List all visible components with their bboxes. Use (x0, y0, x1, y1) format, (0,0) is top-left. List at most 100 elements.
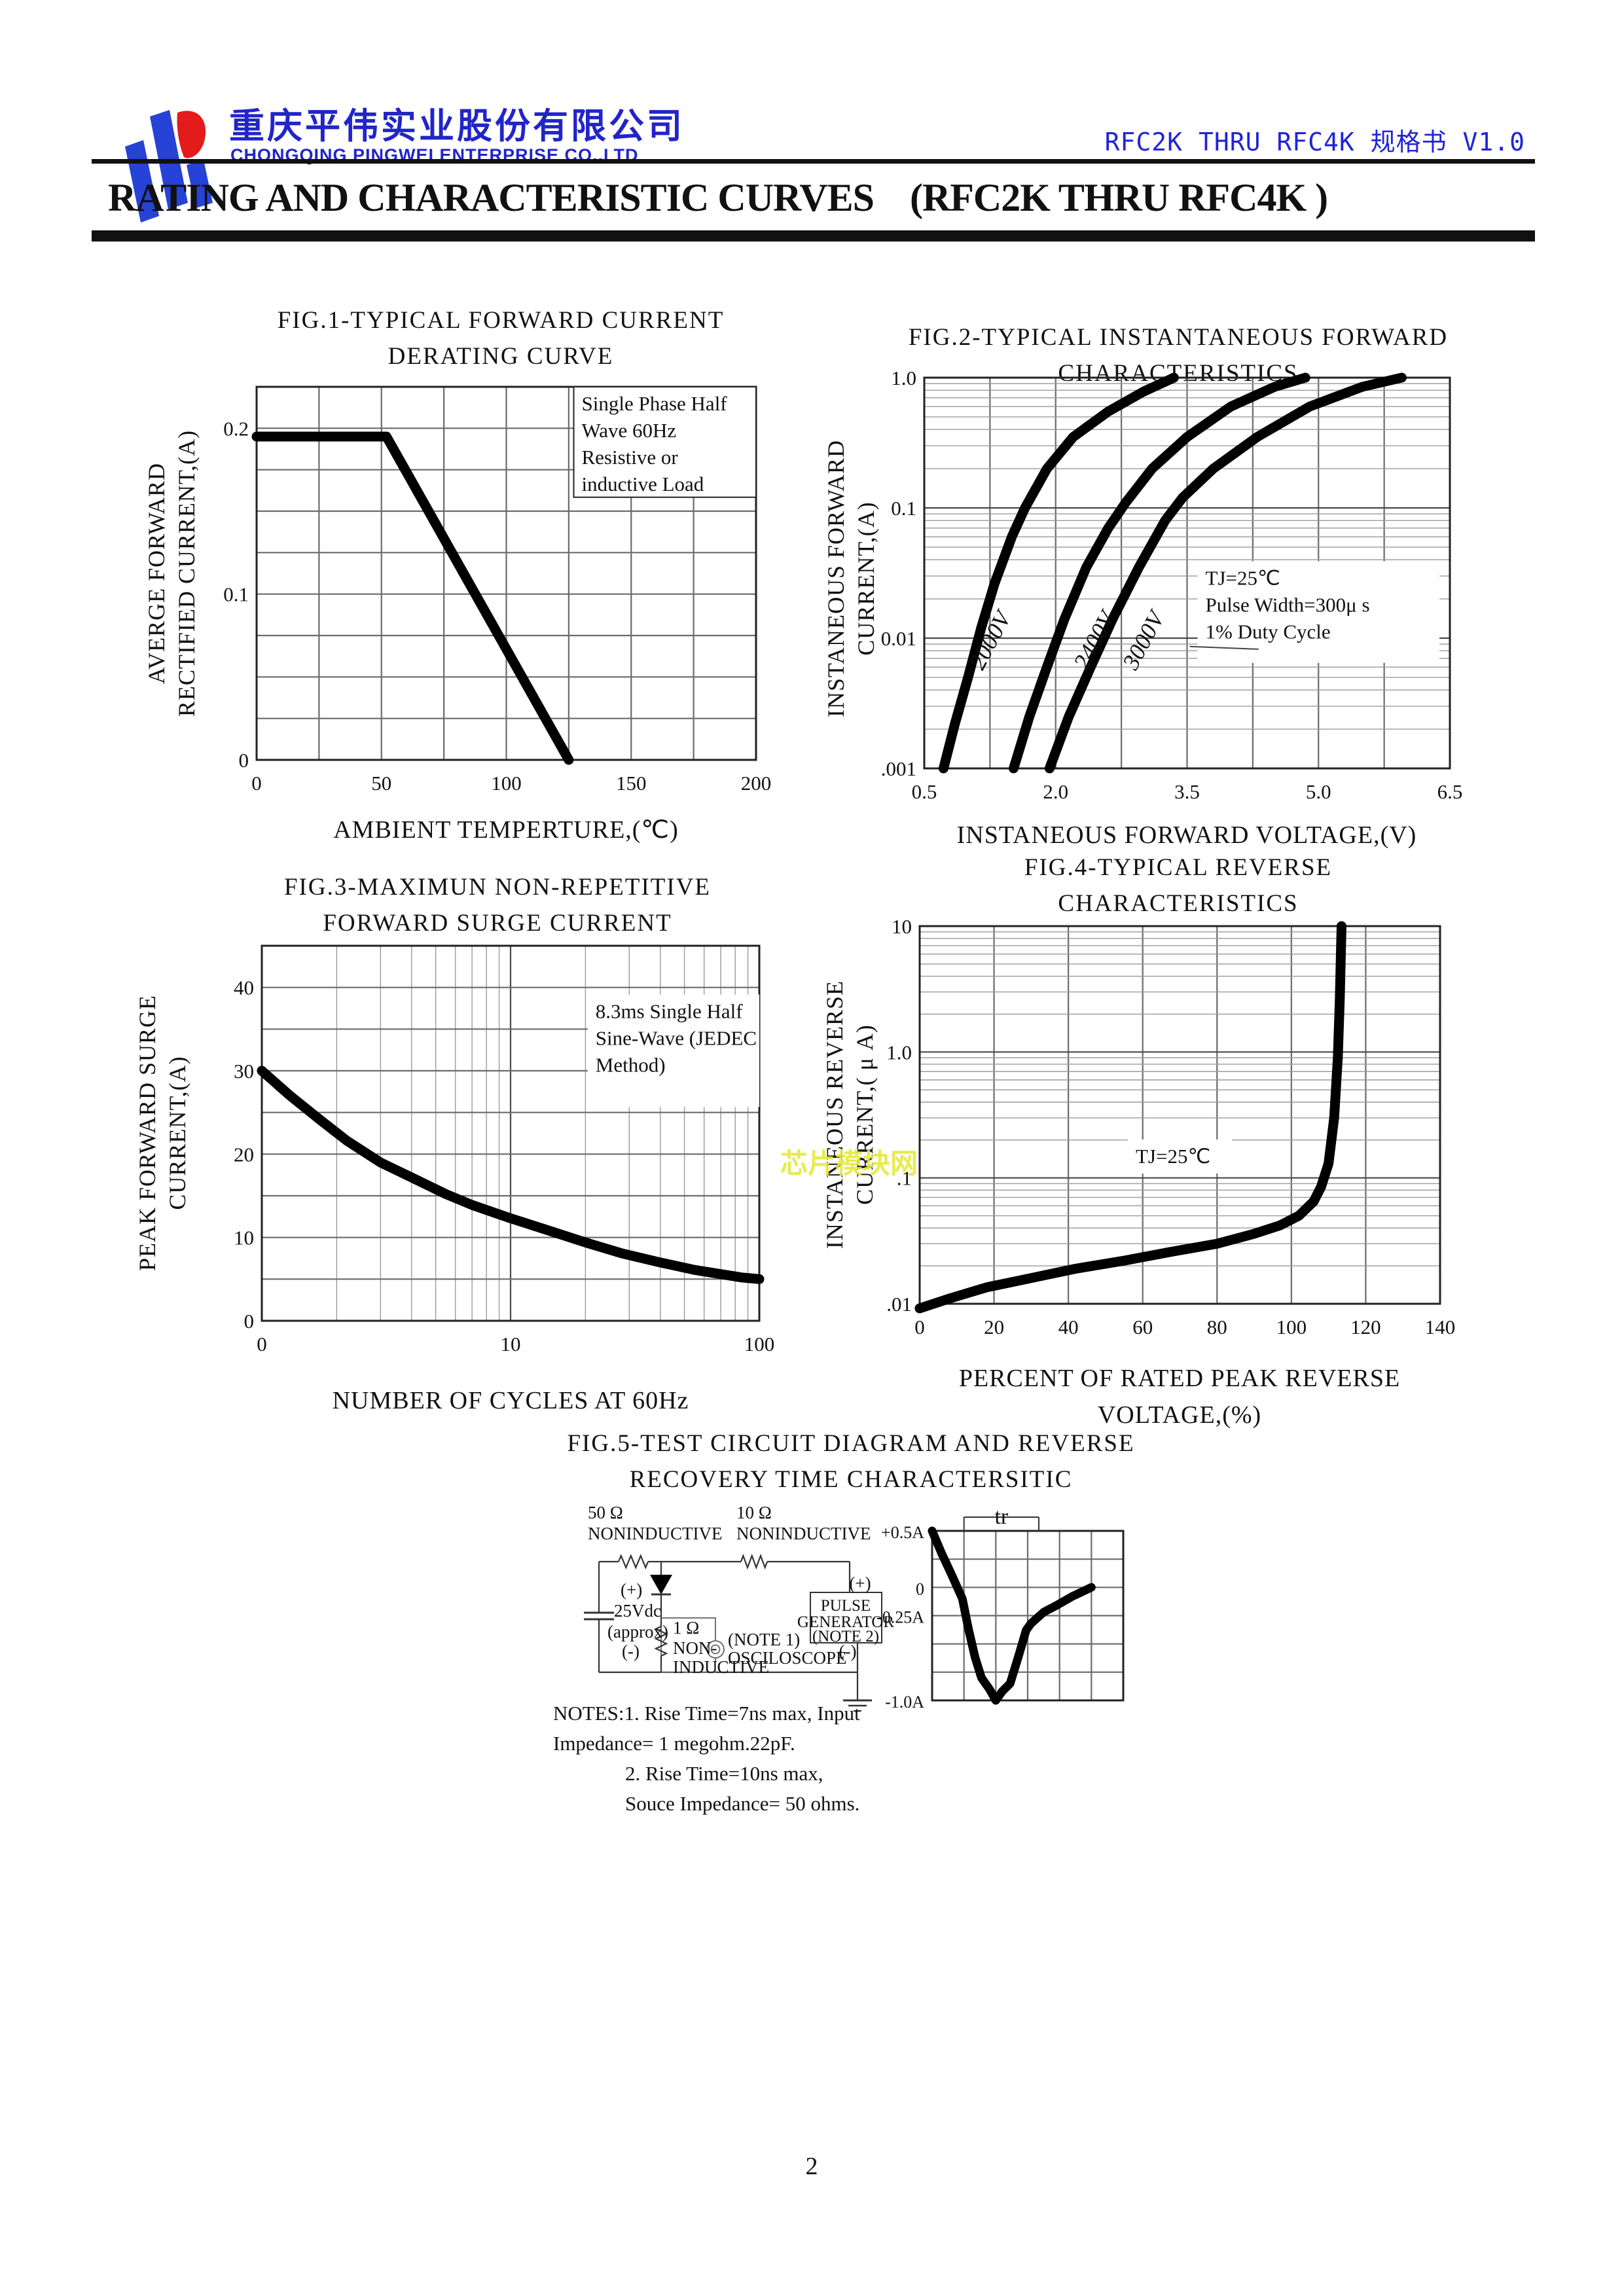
svg-text:100: 100 (744, 1333, 775, 1355)
svg-text:Single Phase Half: Single Phase Half (582, 392, 728, 415)
svg-text:8.3ms Single Half: 8.3ms Single Half (596, 999, 743, 1022)
fig3-title: FIG.3-MAXIMUN NON-REPETITIVE FORWARD SUR… (283, 874, 712, 937)
watermark: 芯片模块网 (780, 1148, 918, 1179)
svg-text:30: 30 (234, 1060, 254, 1083)
fig2-forward-characteristics-chart: TJ=25℃ Pulse Width=300μ s 1% Duty Cycle 200… (881, 367, 1463, 803)
page-title: RATING AND CHARACTERISTIC CURVES (RFC2K T… (108, 175, 1328, 221)
svg-text:.1: .1 (897, 1167, 912, 1190)
svg-text:50 Ω: 50 Ω (588, 1503, 623, 1522)
svg-text:OSCILOSCOPE: OSCILOSCOPE (728, 1648, 847, 1668)
svg-text:40: 40 (1058, 1316, 1079, 1338)
svg-text:(NOTE 1): (NOTE 1) (728, 1630, 800, 1649)
svg-text:100: 100 (491, 772, 522, 795)
svg-text:Method): Method) (596, 1053, 666, 1076)
svg-text:120: 120 (1350, 1316, 1381, 1338)
note-line: 2. Rise Time=10ns max, (625, 1762, 823, 1785)
svg-text:0: 0 (251, 772, 262, 795)
svg-text:10: 10 (501, 1333, 521, 1355)
header-divider (92, 159, 1535, 164)
svg-text:NONINDUCTIVE: NONINDUCTIVE (588, 1524, 722, 1543)
svg-text:0.2: 0.2 (223, 417, 249, 440)
svg-text:140: 140 (1425, 1316, 1456, 1338)
svg-text:GENERATOR: GENERATOR (797, 1613, 894, 1631)
company-name-cn: 重庆平伟实业股份有限公司 (229, 107, 685, 146)
svg-text:0.5: 0.5 (912, 780, 937, 803)
fig1-title-line2: DERATING CURVE (388, 343, 614, 370)
note-line: Impedance= 1 megohm.22pF. (553, 1732, 795, 1755)
svg-text:INDUCTIVE: INDUCTIVE (673, 1657, 769, 1677)
svg-text:0: 0 (914, 1316, 925, 1338)
svg-text:-1.0A: -1.0A (885, 1693, 924, 1712)
svg-text:1.0: 1.0 (886, 1041, 912, 1064)
fig1-x-axis-label: AMBIENT TEMPERTURE,(℃) (333, 816, 679, 844)
svg-text:tr: tr (994, 1505, 1008, 1529)
svg-text:PULSE: PULSE (821, 1597, 871, 1615)
svg-text:1.0: 1.0 (891, 367, 916, 389)
svg-text:-0.25A: -0.25A (876, 1608, 924, 1627)
svg-text:+0.5A: +0.5A (881, 1523, 924, 1542)
fig5-notes: NOTES:1. Rise Time=7ns max, Input Impeda… (553, 1698, 946, 1819)
svg-text:.001: .001 (881, 757, 916, 780)
svg-text:3.5: 3.5 (1174, 780, 1200, 803)
page-title-part: (RFC2K THRU RFC4K ) (909, 176, 1328, 219)
svg-text:NON-: NON- (673, 1638, 717, 1658)
page-number: 2 (805, 2153, 818, 2180)
fig5-recovery-waveform-chart: +0.5A 0 -0.25A -1.0A tr (876, 1505, 1125, 1712)
svg-text:5.0: 5.0 (1306, 780, 1331, 803)
svg-text:Pulse Width=300μ s: Pulse Width=300μ s (1206, 594, 1370, 617)
fig5-title: FIG.5-TEST CIRCUIT DIAGRAM AND REVERSE R… (567, 1430, 1135, 1493)
svg-text:40: 40 (234, 977, 254, 999)
svg-text:2000V: 2000V (964, 605, 1017, 673)
fig1-title-line1: FIG.1-TYPICAL FORWARD CURRENT (277, 307, 725, 334)
svg-text:50: 50 (371, 772, 391, 795)
svg-text:(approx): (approx) (607, 1622, 668, 1641)
svg-text:200: 200 (741, 772, 772, 795)
svg-text:10: 10 (892, 915, 912, 938)
svg-text:TJ=25℃: TJ=25℃ (1136, 1145, 1210, 1168)
fig3-x-axis-label: NUMBER OF CYCLES AT 60Hz (332, 1387, 689, 1414)
fig2-x-axis-label: INSTANEOUS FORWARD VOLTAGE,(V) (956, 821, 1417, 849)
svg-text:2.0: 2.0 (1043, 780, 1068, 803)
fig4-title: FIG.4-TYPICAL REVERSE CHARACTERISTICS (1024, 854, 1333, 917)
svg-text:TJ=25℃: TJ=25℃ (1206, 567, 1280, 590)
svg-text:(+): (+) (621, 1580, 642, 1600)
svg-text:Resistive or: Resistive or (582, 446, 679, 469)
svg-text:inductive Load: inductive Load (582, 473, 704, 495)
svg-text:80: 80 (1207, 1316, 1227, 1338)
fig3-surge-current-chart: 8.3ms Single Half Sine-Wave (JEDEC Method)… (234, 944, 775, 1355)
svg-text:1% Duty Cycle: 1% Duty Cycle (1206, 620, 1331, 643)
svg-text:.01: .01 (886, 1293, 912, 1316)
note-line: Souce Impedance= 50 ohms. (625, 1792, 860, 1815)
svg-text:(+): (+) (849, 1573, 871, 1593)
svg-text:100: 100 (1276, 1316, 1307, 1338)
svg-text:0: 0 (916, 1579, 924, 1598)
svg-text:Sine-Wave (JEDEC: Sine-Wave (JEDEC (596, 1026, 757, 1049)
fig4-x-axis-label: PERCENT OF RATED PEAK REVERSE VOLTAGE,(%… (958, 1365, 1401, 1429)
svg-text:20: 20 (234, 1143, 254, 1166)
svg-text:10: 10 (234, 1227, 254, 1249)
svg-text:10 Ω: 10 Ω (736, 1503, 772, 1522)
title-divider-bar (92, 230, 1535, 242)
fig2-title: FIG.2-TYPICAL INSTANTANEOUS FORWARD CHAR… (908, 324, 1449, 387)
fig1-title: FIG.1-TYPICAL FORWARD CURRENT DERATING C… (209, 302, 792, 374)
note-line: NOTES:1. Rise Time=7ns max, Input (553, 1702, 860, 1725)
fig1-derating-chart: Single Phase Half Wave 60Hz Resistive or in… (223, 386, 772, 795)
svg-text:0: 0 (244, 1310, 255, 1333)
svg-text:Wave 60Hz: Wave 60Hz (582, 419, 677, 442)
svg-text:25Vdc: 25Vdc (614, 1601, 661, 1621)
svg-text:6.5: 6.5 (1437, 780, 1463, 803)
svg-text:(-): (-) (839, 1641, 857, 1661)
svg-text:0: 0 (239, 749, 249, 772)
svg-text:0: 0 (257, 1333, 267, 1355)
svg-text:3000V: 3000V (1117, 605, 1171, 674)
svg-text:0.1: 0.1 (891, 497, 916, 520)
svg-text:(-): (-) (622, 1641, 640, 1661)
doc-reference: RFC2K THRU RFC4K 规格书 V1.0 (1104, 128, 1525, 156)
svg-text:NONINDUCTIVE: NONINDUCTIVE (736, 1524, 871, 1543)
svg-text:(NOTE 2): (NOTE 2) (812, 1628, 879, 1645)
svg-text:0.01: 0.01 (881, 627, 916, 650)
fig4-reverse-characteristics-chart: TJ=25℃ 0 20 40 60 80 100 120 140 10 1.0 .1 .01 (886, 915, 1456, 1338)
svg-text:20: 20 (984, 1316, 1004, 1338)
